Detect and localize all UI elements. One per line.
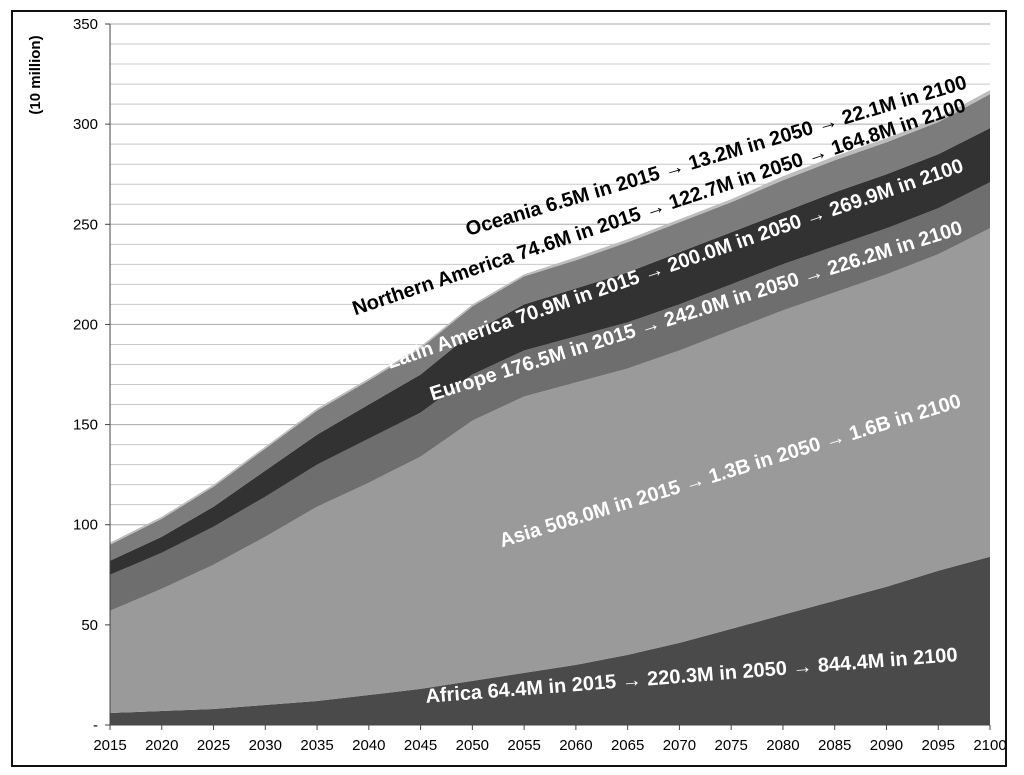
area-series-3: [110, 128, 990, 575]
chart-frame: [11, 10, 1007, 767]
x-tick-label: 2040: [352, 737, 385, 754]
x-tick-label: 2015: [93, 737, 126, 754]
area-series: [110, 90, 990, 725]
x-tick-label: 2045: [404, 737, 437, 754]
x-tick-label: 2020: [145, 737, 178, 754]
y-tick-label: 50: [81, 617, 98, 634]
x-tick-label: 2095: [922, 737, 955, 754]
area-series-2: [110, 182, 990, 611]
x-tick-label: 2090: [870, 737, 903, 754]
y-tick-label: 200: [73, 316, 98, 333]
x-tick-label: 2100: [973, 737, 1006, 754]
x-tick-label: 2025: [197, 737, 230, 754]
y-tick-label: 250: [73, 216, 98, 233]
x-tick-label: 2050: [456, 737, 489, 754]
x-tick-label: 2030: [249, 737, 282, 754]
y-tick-label: 300: [73, 116, 98, 133]
y-tick-labels: - 50 100 150 200 250 300 350: [73, 16, 110, 734]
y-tick-label: 150: [73, 417, 98, 434]
x-tick-label: 2080: [766, 737, 799, 754]
y-tick-label: 350: [73, 16, 98, 33]
area-series-4: [110, 94, 990, 561]
x-tick-label: 2055: [507, 737, 540, 754]
x-tick-label: 2075: [714, 737, 747, 754]
x-tick-labels: 2015 2020 2025 2030 2035 2040 2045 2050 2055 2060…: [93, 725, 1007, 754]
axes: [109, 24, 990, 726]
x-tick-label: 2035: [300, 737, 333, 754]
x-tick-label: 2085: [818, 737, 851, 754]
x-tick-label: 2070: [663, 737, 696, 754]
y-tick-label: -: [93, 717, 98, 734]
y-axis-title: (10 million): [27, 35, 44, 114]
y-tick-label: 100: [73, 517, 98, 534]
area-series-0: [110, 556, 990, 725]
x-tick-label: 2065: [611, 737, 644, 754]
area-series-1: [110, 228, 990, 714]
area-series-5: [110, 90, 990, 545]
x-tick-label: 2060: [559, 737, 592, 754]
